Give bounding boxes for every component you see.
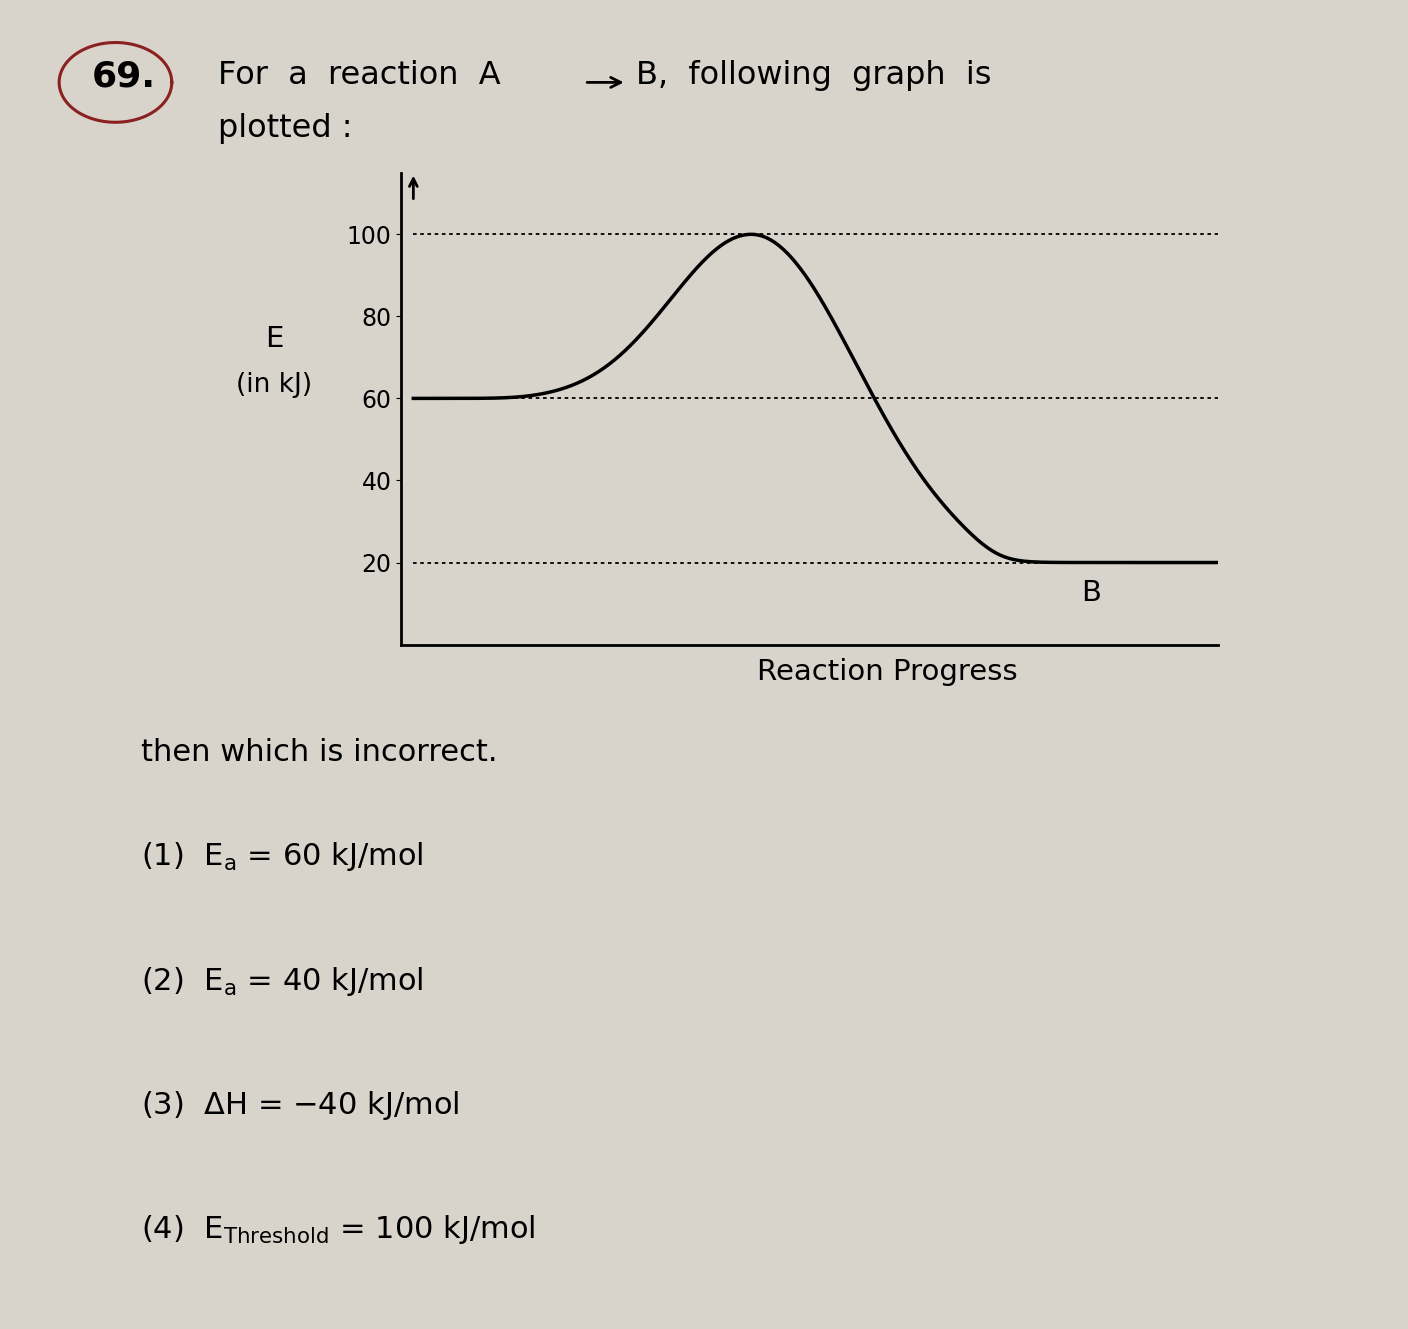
- Text: (3)  $\Delta$H = $-$40 kJ/mol: (3) $\Delta$H = $-$40 kJ/mol: [141, 1088, 459, 1122]
- Text: plotted :: plotted :: [218, 113, 353, 144]
- Text: B,  following  graph  is: B, following graph is: [636, 60, 991, 90]
- Text: Reaction Progress: Reaction Progress: [756, 658, 1018, 686]
- Text: 69.: 69.: [92, 60, 155, 94]
- Text: then which is incorrect.: then which is incorrect.: [141, 738, 497, 767]
- Text: (2)  $\mathrm{E_a}$ = 40 kJ/mol: (2) $\mathrm{E_a}$ = 40 kJ/mol: [141, 965, 424, 998]
- Text: For  a  reaction  A: For a reaction A: [218, 60, 501, 90]
- Text: (in kJ): (in kJ): [237, 372, 313, 399]
- Text: E: E: [265, 324, 284, 354]
- Text: B: B: [1081, 579, 1101, 607]
- Text: (4)  $\mathrm{E_{Threshold}}$ = 100 kJ/mol: (4) $\mathrm{E_{Threshold}}$ = 100 kJ/mo…: [141, 1213, 535, 1247]
- Text: (1)  $\mathrm{E_a}$ = 60 kJ/mol: (1) $\mathrm{E_a}$ = 60 kJ/mol: [141, 840, 424, 873]
